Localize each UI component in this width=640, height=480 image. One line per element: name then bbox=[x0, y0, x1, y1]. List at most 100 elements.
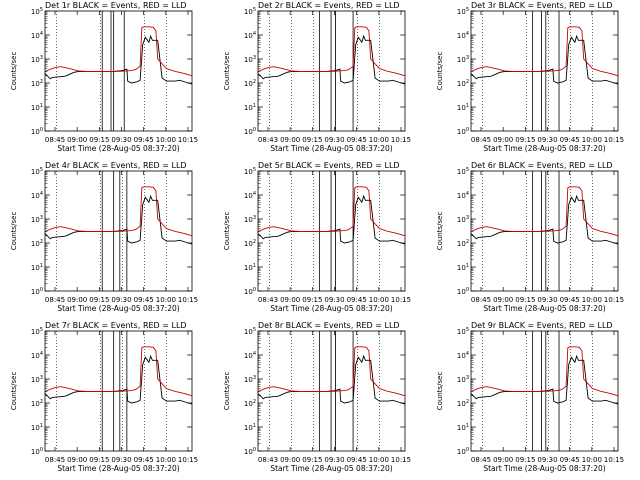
x-tick-label: 09:15 bbox=[89, 296, 109, 304]
x-tick-label: 09:30 bbox=[324, 296, 344, 304]
x-tick-label: 10:15 bbox=[178, 296, 198, 304]
y-axis-label: Counts/sec bbox=[10, 52, 18, 91]
lld-series-line bbox=[44, 26, 193, 77]
y-tick-label: 103 bbox=[244, 375, 256, 384]
y-tick-label: 100 bbox=[457, 447, 469, 456]
y-tick-label: 100 bbox=[31, 447, 43, 456]
y-tick-label: 102 bbox=[244, 79, 256, 88]
x-tick-label: 09:45 bbox=[134, 296, 154, 304]
x-tick-label: 10:00 bbox=[156, 136, 176, 144]
events-series-line bbox=[470, 194, 619, 245]
chart-title: Det 9r BLACK = Events, RED = LLD bbox=[471, 321, 613, 330]
x-tick-label: 09:30 bbox=[324, 136, 344, 144]
y-axis-label: Counts/sec bbox=[10, 372, 18, 411]
x-tick-label: 08:45 bbox=[471, 296, 491, 304]
y-tick-label: 104 bbox=[457, 351, 469, 360]
x-tick-label: 10:15 bbox=[391, 296, 411, 304]
y-tick-label: 104 bbox=[244, 351, 256, 360]
y-tick-label: 100 bbox=[244, 447, 256, 456]
y-tick-label: 103 bbox=[457, 55, 469, 64]
x-axis-label: Start Time (28-Aug-05 08:37:20) bbox=[270, 144, 392, 153]
x-axis-label: Start Time (28-Aug-05 08:37:20) bbox=[270, 304, 392, 313]
x-tick-label: 09:00 bbox=[493, 136, 513, 144]
x-tick-label: 10:15 bbox=[178, 136, 198, 144]
y-tick-label: 103 bbox=[31, 375, 43, 384]
chart-panel-7: Det 7r BLACK = Events, RED = LLD 100 101 10… bbox=[10, 321, 198, 473]
events-series-line bbox=[44, 194, 193, 245]
x-tick-label: 10:00 bbox=[582, 456, 602, 464]
x-tick-label: 10:00 bbox=[582, 136, 602, 144]
x-tick-label: 09:00 bbox=[493, 296, 513, 304]
y-tick-label: 102 bbox=[31, 239, 43, 248]
x-tick-label: 08:43 bbox=[258, 136, 278, 144]
x-tick-label: 09:45 bbox=[134, 456, 154, 464]
y-tick-label: 102 bbox=[31, 399, 43, 408]
x-tick-label: 09:15 bbox=[89, 136, 109, 144]
x-tick-label: 09:30 bbox=[537, 456, 557, 464]
y-tick-label: 102 bbox=[31, 79, 43, 88]
x-tick-label: 08:45 bbox=[471, 136, 491, 144]
x-tick-label: 09:00 bbox=[67, 296, 87, 304]
y-tick-label: 101 bbox=[31, 263, 43, 272]
x-tick-label: 10:15 bbox=[604, 136, 624, 144]
x-tick-label: 09:45 bbox=[560, 456, 580, 464]
x-tick-label: 08:45 bbox=[45, 136, 65, 144]
y-tick-label: 101 bbox=[31, 103, 43, 112]
y-tick-label: 104 bbox=[31, 191, 43, 200]
y-tick-label: 101 bbox=[31, 423, 43, 432]
chart-panel-5: Det 5r BLACK = Events, RED = LLD 100 101 10… bbox=[223, 161, 411, 313]
chart-title: Det 2r BLACK = Events, RED = LLD bbox=[258, 1, 400, 10]
x-axis-label: Start Time (28-Aug-05 08:37:20) bbox=[57, 144, 179, 153]
x-tick-label: 08:43 bbox=[258, 296, 278, 304]
lld-series-line bbox=[257, 346, 406, 397]
x-tick-label: 10:15 bbox=[391, 136, 411, 144]
lld-series-line bbox=[257, 186, 406, 237]
x-axis-label: Start Time (28-Aug-05 08:37:20) bbox=[483, 304, 605, 313]
x-tick-label: 08:43 bbox=[258, 456, 278, 464]
y-tick-label: 103 bbox=[244, 55, 256, 64]
x-tick-label: 10:15 bbox=[604, 296, 624, 304]
events-series-line bbox=[470, 34, 619, 85]
y-tick-label: 104 bbox=[244, 31, 256, 40]
chart-panel-3: Det 3r BLACK = Events, RED = LLD 100 101 10… bbox=[436, 1, 624, 153]
x-tick-label: 09:15 bbox=[89, 456, 109, 464]
events-series-line bbox=[44, 34, 193, 85]
plot-frame bbox=[257, 10, 406, 132]
x-tick-label: 09:00 bbox=[280, 456, 300, 464]
y-tick-label: 102 bbox=[457, 399, 469, 408]
y-tick-label: 101 bbox=[244, 103, 256, 112]
chart-panel-4: Det 4r BLACK = Events, RED = LLD 100 101 10… bbox=[10, 161, 198, 313]
x-tick-label: 09:15 bbox=[302, 456, 322, 464]
x-tick-label: 10:00 bbox=[156, 456, 176, 464]
chart-panel-8: Det 8r BLACK = Events, RED = LLD 100 101 10… bbox=[223, 321, 411, 473]
y-tick-label: 104 bbox=[31, 31, 43, 40]
x-tick-label: 09:00 bbox=[67, 136, 87, 144]
x-axis-label: Start Time (28-Aug-05 08:37:20) bbox=[57, 304, 179, 313]
y-tick-label: 105 bbox=[244, 167, 256, 176]
y-tick-label: 103 bbox=[31, 215, 43, 224]
x-tick-label: 10:00 bbox=[156, 296, 176, 304]
y-tick-label: 102 bbox=[244, 239, 256, 248]
x-tick-label: 10:15 bbox=[604, 456, 624, 464]
y-axis-label: Counts/sec bbox=[223, 372, 231, 411]
x-tick-label: 09:45 bbox=[134, 136, 154, 144]
x-tick-label: 09:45 bbox=[560, 296, 580, 304]
y-tick-label: 100 bbox=[31, 287, 43, 296]
x-tick-label: 09:45 bbox=[347, 136, 367, 144]
y-tick-label: 101 bbox=[244, 423, 256, 432]
x-tick-label: 10:00 bbox=[369, 136, 389, 144]
x-tick-label: 09:15 bbox=[302, 136, 322, 144]
x-tick-label: 09:45 bbox=[347, 296, 367, 304]
chart-title: Det 1r BLACK = Events, RED = LLD bbox=[45, 1, 187, 10]
plot-frame bbox=[470, 330, 619, 452]
y-tick-label: 105 bbox=[457, 167, 469, 176]
events-series-line bbox=[257, 34, 406, 85]
y-tick-label: 105 bbox=[244, 327, 256, 336]
x-axis-label: Start Time (28-Aug-05 08:37:20) bbox=[57, 464, 179, 473]
y-axis-label: Counts/sec bbox=[10, 212, 18, 251]
x-tick-label: 09:30 bbox=[537, 136, 557, 144]
y-tick-label: 105 bbox=[31, 167, 43, 176]
y-tick-label: 101 bbox=[244, 263, 256, 272]
x-tick-label: 09:30 bbox=[324, 456, 344, 464]
x-tick-label: 09:00 bbox=[280, 136, 300, 144]
